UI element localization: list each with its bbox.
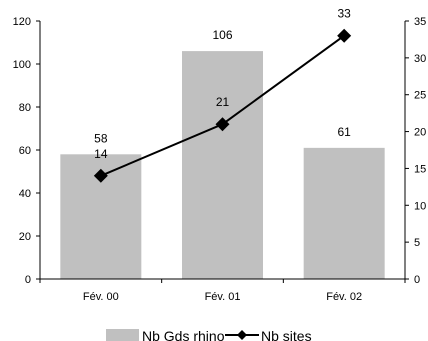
sites-point-1: [93, 168, 108, 183]
axes: 0 20 40 60 80 100 120 0 5 10 15 20 25 30 35 Fév. 00 Fév.…: [13, 16, 427, 303]
bar-2: [182, 51, 263, 279]
y-right-tick-label: 10: [414, 200, 426, 212]
legend: Nb Gds rhino Nb sites: [106, 328, 312, 341]
y-right-tick-label: 30: [414, 53, 426, 65]
legend-label-line: Nb sites: [261, 328, 312, 341]
data-labels: 58 106 61 14 21 33: [94, 7, 351, 161]
sites-point-3: [337, 28, 352, 43]
y-right-tick-label: 0: [414, 274, 420, 286]
legend-swatch-marker: [237, 330, 247, 340]
y-right-tick-label: 5: [414, 237, 420, 249]
line-series: [93, 28, 352, 183]
bar-series: [60, 51, 385, 279]
y-right-tick-label: 15: [414, 163, 426, 175]
line-value-label: 33: [337, 7, 351, 21]
y-left-tick-label: 20: [19, 231, 31, 243]
y-right-tick-label: 35: [414, 16, 426, 28]
x-tick-label: Fév. 01: [205, 291, 241, 303]
bar-value-label: 106: [212, 28, 232, 42]
x-tick-label: Fév. 02: [326, 291, 362, 303]
legend-label-bar: Nb Gds rhino: [142, 328, 225, 341]
y-left-tick-label: 60: [19, 145, 31, 157]
line-value-label: 14: [94, 147, 108, 161]
x-tick-label: Fév. 00: [83, 291, 119, 303]
bar-value-label: 58: [94, 131, 108, 145]
y-left-tick-label: 40: [19, 188, 31, 200]
legend-swatch-bar: [106, 329, 139, 341]
y-left-tick-label: 100: [13, 59, 31, 71]
sites-point-2: [215, 117, 230, 132]
y-right-tick-label: 25: [414, 90, 426, 102]
y-left-tick-label: 120: [13, 16, 31, 28]
y-left-tick-label: 80: [19, 102, 31, 114]
y-left-tick-label: 0: [25, 274, 31, 286]
line-value-label: 21: [216, 95, 230, 109]
bar-3: [303, 147, 385, 279]
bar-value-label: 61: [337, 125, 351, 139]
y-right-tick-label: 20: [414, 127, 426, 139]
